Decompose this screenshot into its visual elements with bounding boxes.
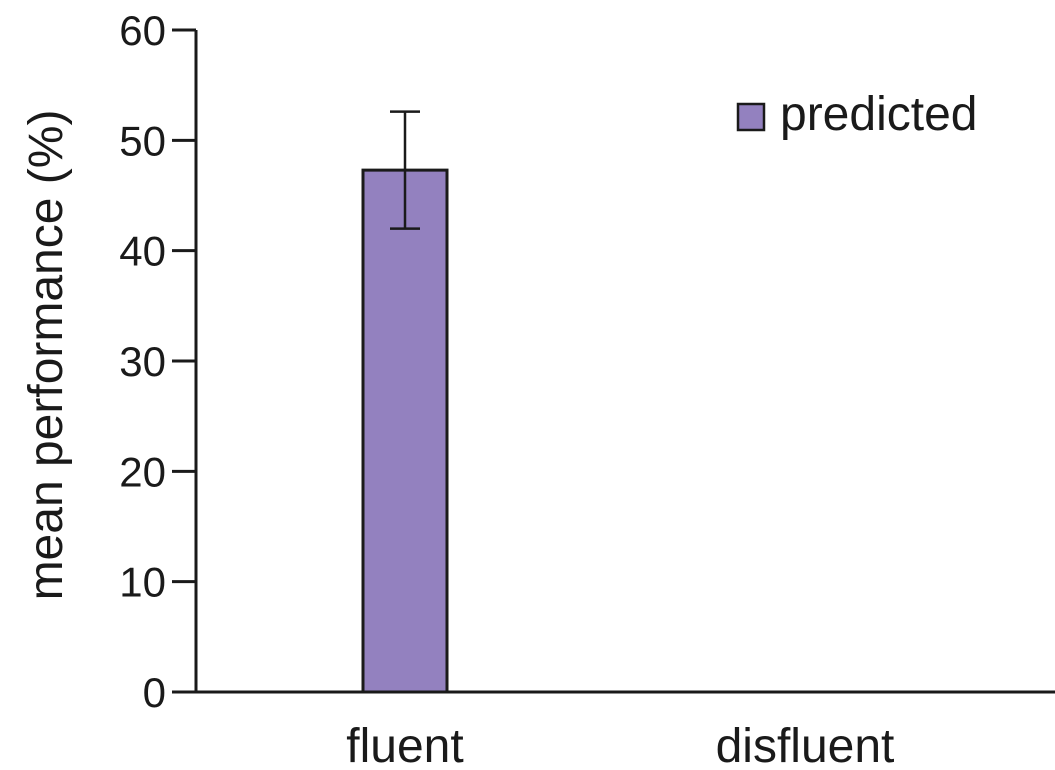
bar — [361, 168, 449, 694]
bars-layer — [361, 110, 449, 694]
y-tick-label: 50 — [119, 117, 166, 164]
y-axis-title: mean performance (%) — [20, 110, 73, 601]
y-tick-label: 10 — [119, 559, 166, 606]
legend-label: predicted — [780, 88, 977, 141]
y-tick-label: 30 — [119, 338, 166, 385]
y-axis-ticks: 0 10 20 30 40 50 60 — [119, 7, 196, 716]
legend-swatch — [736, 102, 766, 132]
y-tick-label: 0 — [143, 669, 166, 716]
y-tick-label: 40 — [119, 228, 166, 275]
x-category-label: disfluent — [716, 720, 895, 770]
y-tick-label: 60 — [119, 7, 166, 54]
x-category-label: fluent — [346, 720, 463, 770]
y-tick-label: 20 — [119, 448, 166, 495]
legend: predicted — [736, 88, 977, 141]
x-axis-categories: fluent disfluent — [346, 720, 894, 770]
